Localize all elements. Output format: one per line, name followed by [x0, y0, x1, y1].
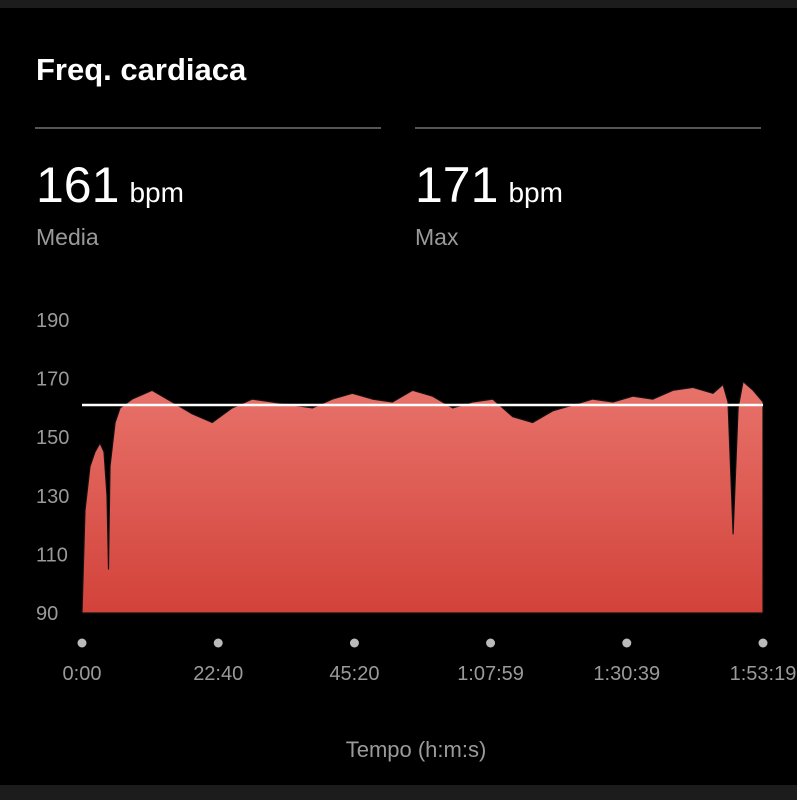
max-label: Max: [415, 224, 459, 250]
bottom-bar: [0, 785, 797, 800]
average-label: Media: [36, 224, 99, 250]
x-tick-dot: [622, 638, 632, 648]
x-tick-label: 45:20: [329, 663, 379, 685]
max-stat: 171 bpm: [415, 157, 563, 213]
x-tick-dot: [758, 638, 768, 648]
x-tick-label: 1:07:59: [457, 663, 524, 685]
y-tick-label: 110: [36, 544, 68, 566]
y-tick-label: 130: [36, 486, 69, 508]
x-tick-dot: [486, 638, 496, 648]
x-tick-label: 1:30:39: [593, 663, 660, 685]
y-tick-label: 90: [36, 603, 58, 625]
average-stat: 161 bpm: [36, 157, 184, 213]
average-value: 161: [36, 157, 119, 213]
y-tick-label: 150: [36, 427, 69, 449]
x-tick-dot: [349, 638, 359, 648]
x-tick-dot: [213, 638, 223, 648]
top-bar: [0, 0, 797, 8]
y-tick-label: 170: [36, 369, 69, 391]
x-tick-dot: [77, 638, 87, 648]
heart-rate-area: [81, 380, 764, 614]
unit: bpm: [129, 177, 183, 208]
x-axis-title: Tempo (h:m:s): [346, 737, 487, 762]
y-tick-label: 190: [36, 310, 69, 332]
x-tick-label: 0:00: [63, 663, 102, 685]
title: Freq. cardiaca: [36, 52, 247, 87]
unit: bpm: [508, 177, 562, 208]
x-tick-label: 1:53:19: [730, 663, 797, 685]
x-tick-label: 22:40: [193, 663, 243, 685]
max-value: 171: [415, 157, 498, 213]
